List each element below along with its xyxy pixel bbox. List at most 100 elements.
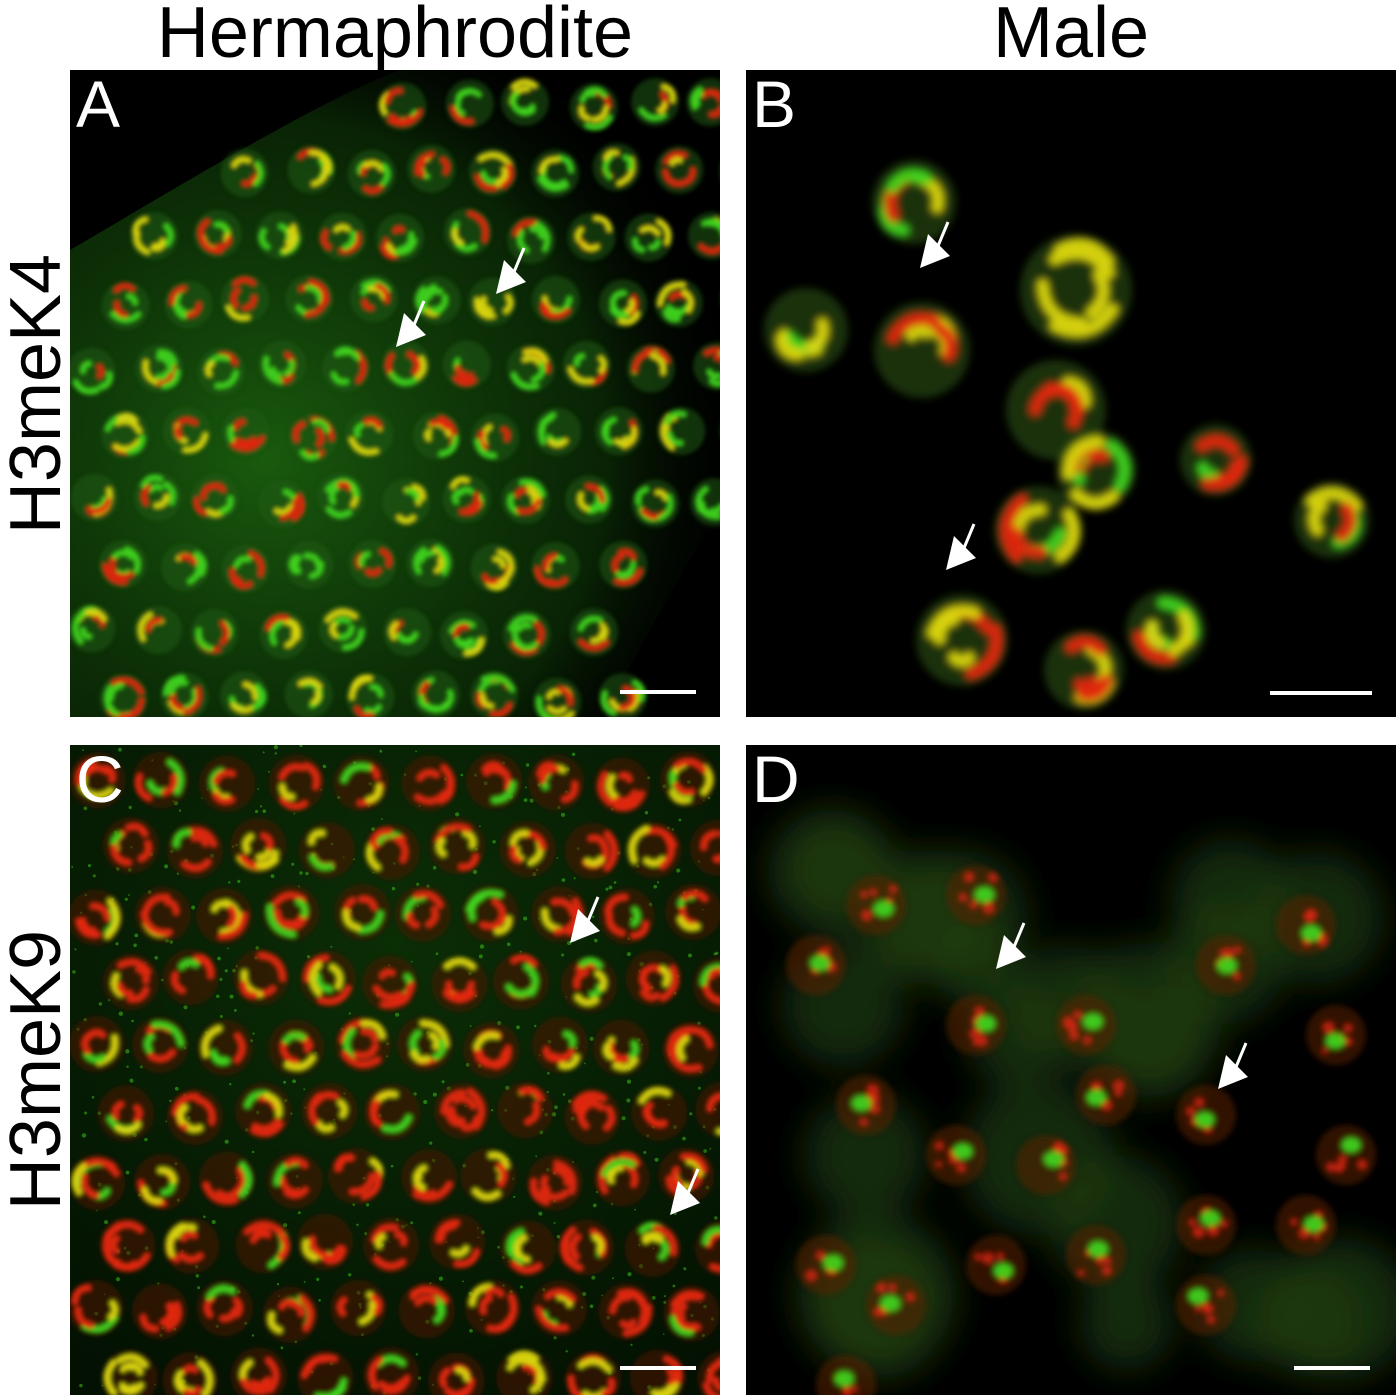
nucleus <box>501 475 550 524</box>
nucleus <box>693 341 720 390</box>
nucleus <box>445 79 494 128</box>
nucleus <box>593 757 650 814</box>
nucleus <box>221 407 270 456</box>
nucleus <box>101 281 150 330</box>
nucleus <box>301 1083 358 1140</box>
nucleus <box>411 670 460 717</box>
nucleus <box>624 213 673 262</box>
nucleus <box>233 949 290 1006</box>
nucleus <box>465 1279 522 1336</box>
nucleus <box>946 995 1006 1055</box>
nucleus <box>531 1280 588 1337</box>
nucleus <box>786 935 846 995</box>
nucleus <box>1056 995 1116 1055</box>
nucleus <box>1176 1195 1236 1255</box>
nucleus <box>697 1350 720 1395</box>
nucleus <box>334 883 391 940</box>
nucleus <box>564 823 621 880</box>
nucleus <box>471 413 520 462</box>
nucleus <box>719 166 720 177</box>
nucleus <box>565 1351 622 1395</box>
nucleus <box>284 670 333 717</box>
nucleus <box>499 1220 556 1277</box>
nucleus <box>160 672 209 717</box>
nucleus <box>258 479 307 528</box>
nucleus <box>198 1151 255 1208</box>
arrow-icon <box>670 1168 700 1215</box>
nucleus <box>816 1355 876 1395</box>
nucleus <box>1176 1275 1236 1335</box>
nucleus <box>994 486 1082 574</box>
nucleus <box>196 888 253 945</box>
nucleus <box>99 1217 156 1274</box>
nucleus <box>916 594 1008 686</box>
nucleus <box>1020 234 1132 346</box>
nucleus <box>926 1125 986 1185</box>
nucleus <box>528 754 585 811</box>
nucleus <box>695 1081 720 1138</box>
nucleus <box>398 1282 455 1339</box>
nucleus <box>348 539 397 588</box>
nucleus <box>846 875 906 935</box>
nucleus <box>531 275 580 324</box>
scale-bar-a <box>620 690 696 694</box>
nucleus <box>629 1349 686 1395</box>
nucleus <box>162 1352 219 1395</box>
nucleus <box>134 886 191 943</box>
nucleus <box>382 478 431 527</box>
nucleus <box>161 543 210 592</box>
nucleus <box>196 1019 253 1076</box>
nucleus <box>442 340 491 389</box>
nucleus <box>594 407 643 456</box>
nucleus <box>443 208 492 257</box>
column-header-male: Male <box>992 0 1150 73</box>
row-header-h3mek4: H3meK4 <box>0 253 76 535</box>
nucleus <box>1044 630 1124 710</box>
nucleus <box>567 212 616 261</box>
nucleus <box>235 1217 292 1274</box>
nucleus <box>442 474 491 523</box>
nucleus <box>1016 1135 1076 1195</box>
nucleus <box>533 407 582 456</box>
nucleus <box>220 274 269 323</box>
nucleus <box>593 1019 650 1076</box>
nucleus <box>764 288 848 372</box>
arrow-icon <box>396 300 426 347</box>
panel-label-d: D <box>752 745 800 816</box>
nucleus <box>330 1279 387 1336</box>
nucleus <box>134 1154 191 1211</box>
nucleus <box>221 544 270 593</box>
micrograph-image-a <box>70 70 720 717</box>
nucleus <box>133 472 182 521</box>
nucleus <box>220 149 269 198</box>
nucleus <box>163 1217 220 1274</box>
nucleus <box>592 143 641 192</box>
nucleus <box>196 1280 253 1337</box>
nucleus <box>1306 1005 1366 1065</box>
nucleus <box>663 1285 720 1342</box>
nucleus <box>285 274 334 323</box>
micrograph-panel-d: D <box>746 745 1396 1395</box>
nucleus <box>496 1349 553 1395</box>
scale-bar-c <box>620 1366 696 1370</box>
nucleus <box>363 1347 420 1395</box>
nucleus <box>97 1085 154 1142</box>
nucleus <box>376 213 425 262</box>
nucleus <box>966 1235 1026 1295</box>
nucleus <box>429 817 486 874</box>
nucleus <box>401 755 458 812</box>
nucleus <box>101 1349 158 1395</box>
nucleus <box>593 1150 650 1207</box>
nucleus <box>132 1283 189 1340</box>
nucleus <box>507 215 556 264</box>
nucleus <box>561 956 618 1013</box>
nucleus <box>533 677 582 717</box>
nucleus <box>558 1219 615 1276</box>
nucleus <box>654 279 703 328</box>
arrow-icon <box>1218 1042 1248 1089</box>
nucleus <box>363 823 420 880</box>
scale-bar-d <box>1294 1366 1370 1370</box>
nucleus <box>166 1088 223 1145</box>
nucleus <box>531 149 580 198</box>
nucleus <box>497 1082 554 1139</box>
